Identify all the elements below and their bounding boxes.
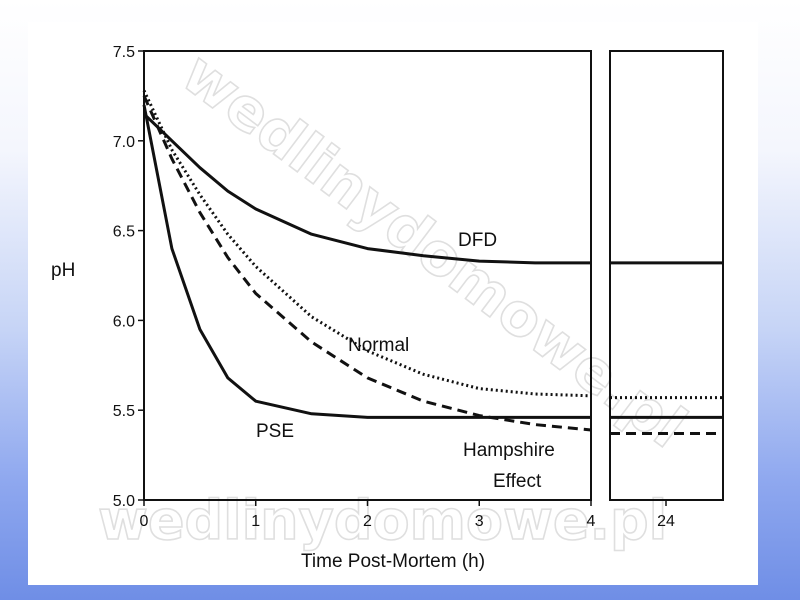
x-tick-label-4: 4 <box>587 513 596 530</box>
x-tick-label-2: 2 <box>363 513 372 530</box>
y-tick-label-2: 6.0 <box>113 313 135 330</box>
series-label-normal: Normal <box>348 335 409 356</box>
series-label-hampshire: Hampshire <box>463 440 555 461</box>
y-axis-title: pH <box>51 260 75 281</box>
series-label-hampshire-line2: Effect <box>493 471 542 492</box>
x-axis-title: Time Post-Mortem (h) <box>301 551 485 572</box>
figure-panel: wedlinydomowe.pl wedlinydomowe.pl 5.0 5.5… <box>28 22 758 585</box>
ticks-layer: 5.0 5.5 6.0 6.5 7.0 7.5 0 1 2 3 4 24 <box>113 44 675 530</box>
x-break-tick-label-0: 24 <box>657 513 675 530</box>
y-tick-label-4: 7.0 <box>113 134 135 151</box>
series-layer <box>142 89 723 436</box>
y-tick-label-5: 7.5 <box>113 44 135 61</box>
x-tick-label-0: 0 <box>140 513 149 530</box>
y-tick-label-3: 6.5 <box>113 224 135 241</box>
series-line-0 <box>142 112 591 265</box>
series-line-3 <box>142 95 592 432</box>
series-label-dfd: DFD <box>458 230 497 251</box>
series-label-pse: PSE <box>256 421 294 442</box>
x-tick-label-3: 3 <box>475 513 484 530</box>
watermark-horizontal: wedlinydomowe.pl <box>98 489 667 552</box>
y-tick-label-1: 5.5 <box>113 403 135 420</box>
ph-decline-chart: wedlinydomowe.pl wedlinydomowe.pl 5.0 5.5… <box>51 38 724 572</box>
y-tick-label-0: 5.0 <box>113 493 135 510</box>
watermark-diagonal: wedlinydomowe.pl <box>170 39 699 461</box>
series-line-1 <box>142 89 592 398</box>
x-tick-label-1: 1 <box>251 513 260 530</box>
